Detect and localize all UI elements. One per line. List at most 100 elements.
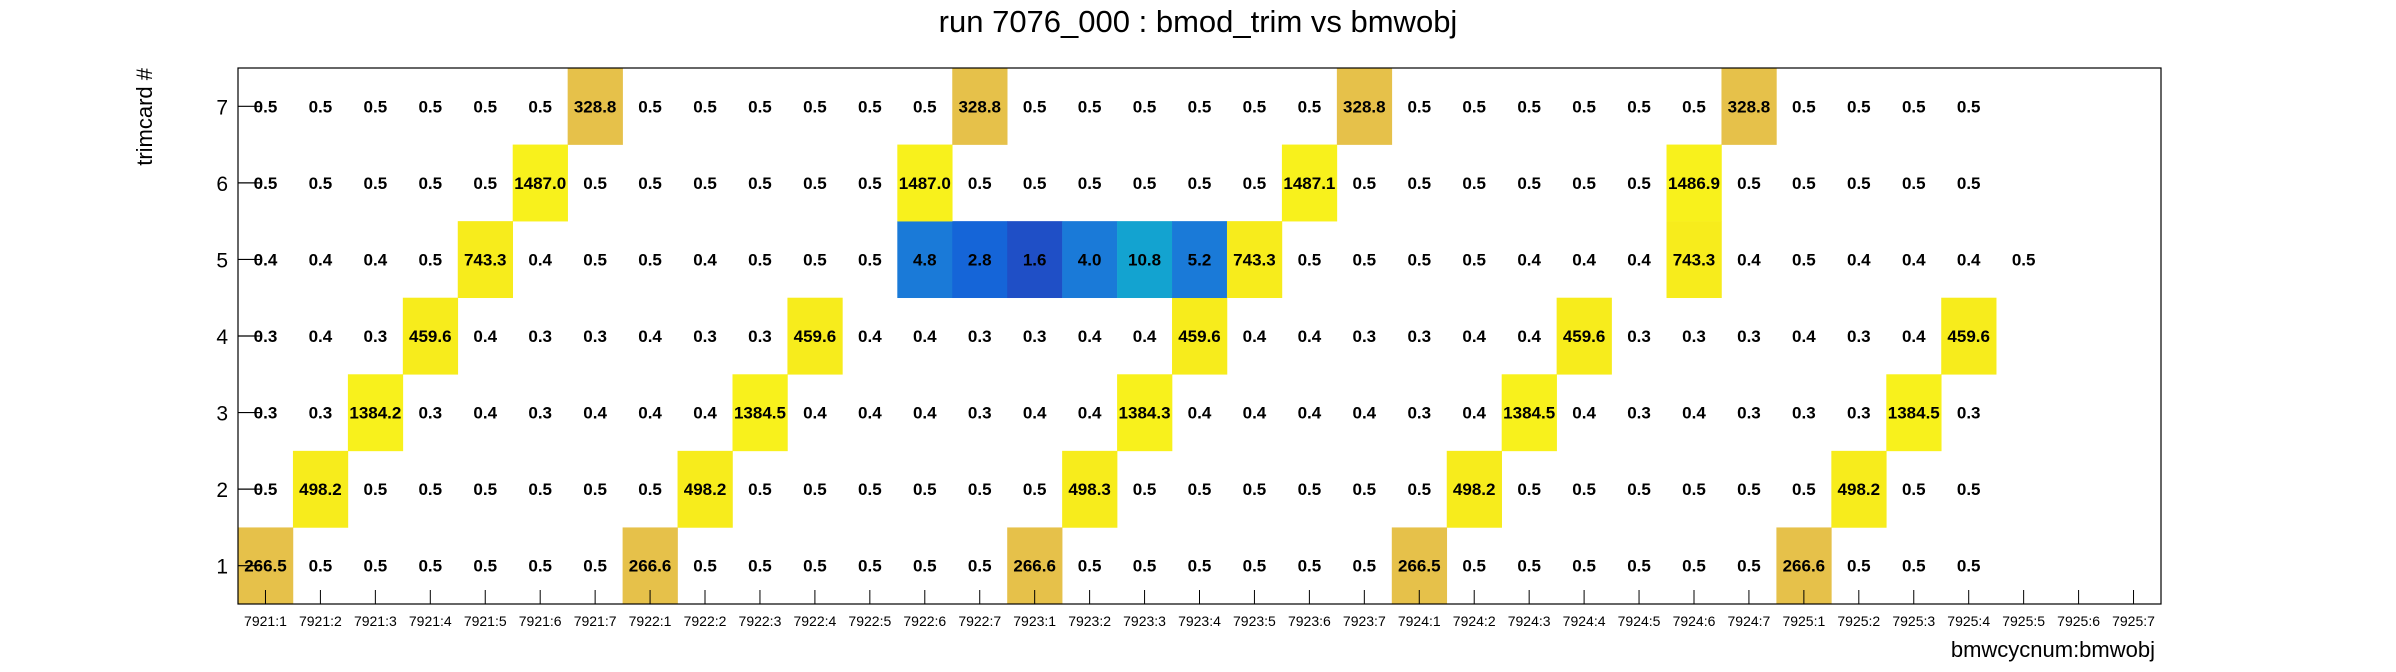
cell-value-label: 0.5 [1462, 557, 1486, 576]
cell-value-label: 0.5 [968, 174, 992, 193]
cell-value-label: 0.3 [748, 327, 772, 346]
cell-value-label: 0.5 [1847, 174, 1871, 193]
cell-value-label: 0.5 [858, 557, 882, 576]
cell-value-label: 0.5 [748, 557, 772, 576]
heatmap-cell [512, 144, 568, 222]
x-tick-label: 7922:4 [793, 613, 836, 629]
cell-value-label: 0.5 [1737, 174, 1761, 193]
x-tick-label: 7921:3 [354, 613, 397, 629]
x-tick-label: 7924:6 [1673, 613, 1716, 629]
cell-value-label: 0.5 [748, 97, 772, 116]
cell-value-label: 0.5 [1023, 480, 1047, 499]
cell-value-label: 0.5 [309, 97, 333, 116]
cell-value-label: 266.6 [1013, 557, 1056, 576]
x-tick-label: 7921:1 [244, 613, 287, 629]
cell-value-label: 0.4 [1517, 327, 1541, 346]
cell-value-label: 0.5 [1078, 174, 1102, 193]
heatmap-cell [347, 374, 404, 452]
cell-value-label: 0.3 [1792, 404, 1816, 423]
heatmap-cell [1062, 221, 1118, 299]
cell-value-label: 0.5 [638, 480, 662, 499]
cell-value-label: 0.5 [1737, 557, 1761, 576]
cell-value-label: 0.5 [913, 97, 937, 116]
heatmap-cell [952, 221, 1008, 299]
cell-value-label: 0.5 [638, 250, 662, 269]
y-tick-label: 7 [216, 96, 228, 119]
cell-value-label: 5.2 [1188, 250, 1212, 269]
cell-value-label: 0.5 [254, 480, 278, 499]
cell-value-label: 498.2 [1838, 480, 1881, 499]
cell-value-label: 0.5 [1517, 480, 1541, 499]
cell-value-label: 0.5 [1133, 97, 1157, 116]
heatmap-cell [567, 68, 623, 145]
cell-value-label: 0.3 [1682, 327, 1706, 346]
cell-value-label: 0.5 [583, 174, 607, 193]
cell-value-label: 0.5 [1517, 174, 1541, 193]
cell-value-label: 743.3 [1233, 250, 1276, 269]
cell-value-label: 0.5 [1572, 480, 1596, 499]
heatmap-cell [1007, 221, 1063, 299]
cell-value-label: 0.5 [638, 97, 662, 116]
heatmap-cell [1172, 221, 1228, 299]
y-tick-label: 2 [216, 479, 228, 502]
cell-value-label: 0.4 [1298, 404, 1322, 423]
cell-value-label: 0.4 [1902, 327, 1926, 346]
cell-value-label: 0.4 [1133, 327, 1157, 346]
x-tick-label: 7923:6 [1288, 613, 1331, 629]
cell-value-label: 0.4 [693, 250, 717, 269]
heatmap-cell [1886, 374, 1942, 452]
cell-value-label: 459.6 [1563, 327, 1606, 346]
cell-value-label: 0.5 [1023, 174, 1047, 193]
cell-value-label: 0.5 [858, 480, 882, 499]
cell-value-label: 0.3 [1847, 327, 1871, 346]
cell-value-label: 0.5 [1462, 250, 1486, 269]
cell-value-label: 0.4 [1462, 327, 1486, 346]
cell-value-label: 0.5 [1792, 480, 1816, 499]
cell-value-label: 0.5 [528, 480, 552, 499]
cell-value-label: 498.2 [299, 480, 342, 499]
cell-value-label: 0.3 [418, 404, 442, 423]
cell-value-label: 1487.1 [1283, 174, 1335, 193]
cell-value-label: 0.5 [1902, 557, 1926, 576]
heatmap-cell [1226, 221, 1283, 299]
cell-value-label: 0.5 [748, 250, 772, 269]
cell-value-label: 0.5 [1298, 250, 1322, 269]
cell-value-label: 0.5 [418, 557, 442, 576]
cell-value-label: 0.5 [1957, 174, 1981, 193]
cell-value-label: 0.5 [1627, 557, 1651, 576]
cell-value-label: 0.5 [1627, 97, 1651, 116]
cell-value-label: 0.5 [418, 480, 442, 499]
x-tick-label: 7925:5 [2002, 613, 2045, 629]
cell-value-label: 0.5 [748, 480, 772, 499]
cell-value-label: 0.5 [309, 557, 333, 576]
heatmap-cell [1117, 221, 1173, 299]
cell-value-label: 0.4 [858, 404, 882, 423]
x-tick-label: 7922:5 [848, 613, 891, 629]
cell-value-label: 328.8 [574, 97, 617, 116]
heatmap-cell [1556, 297, 1612, 375]
cell-value-label: 0.5 [803, 480, 827, 499]
heatmap-cell [1666, 221, 1722, 299]
cell-value-label: 266.6 [629, 557, 672, 576]
cell-value-label: 0.4 [1353, 404, 1377, 423]
x-tick-label: 7925:1 [1782, 613, 1825, 629]
cell-value-label: 4.8 [913, 250, 937, 269]
heatmap-cell [732, 374, 788, 452]
cell-value-label: 0.5 [1353, 174, 1377, 193]
cell-value-label: 0.5 [1243, 97, 1267, 116]
cell-value-label: 0.5 [1407, 250, 1431, 269]
cell-value-label: 0.5 [1188, 97, 1212, 116]
cell-value-label: 0.4 [1517, 250, 1541, 269]
heatmap-cell [952, 68, 1008, 145]
cell-value-label: 0.4 [1243, 327, 1267, 346]
cell-value-label: 0.4 [638, 327, 662, 346]
cell-value-label: 0.5 [364, 480, 388, 499]
heatmap-cell [787, 297, 843, 375]
cell-value-label: 0.5 [803, 250, 827, 269]
cell-value-label: 0.4 [1572, 250, 1596, 269]
cell-value-label: 0.5 [1133, 557, 1157, 576]
cell-value-label: 0.5 [364, 557, 388, 576]
cell-value-label: 459.6 [1947, 327, 1990, 346]
